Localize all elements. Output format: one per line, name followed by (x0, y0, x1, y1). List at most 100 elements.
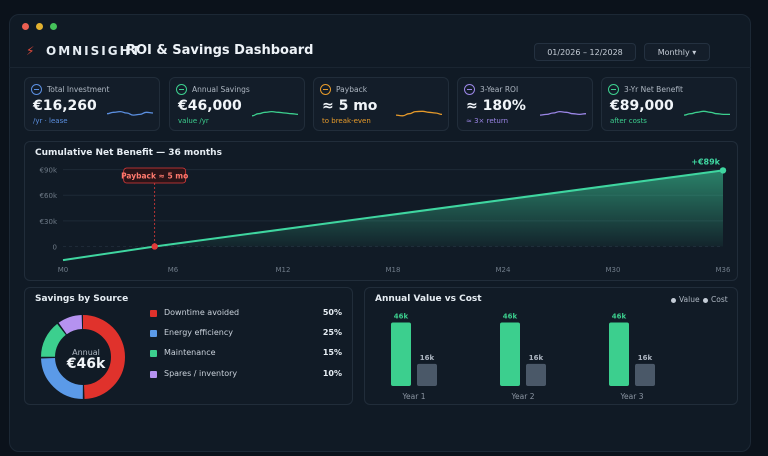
kpi-value: €89,000 (610, 98, 674, 114)
x-tick-label: M30 (606, 266, 621, 274)
panel-title: Cumulative Net Benefit — 36 months (35, 148, 222, 158)
payback-point (151, 243, 158, 250)
x-tick-label: M12 (276, 266, 291, 274)
legend-label: Spares / inventory (164, 369, 238, 378)
sparkline-path (540, 110, 586, 116)
kpi-card-annual-savings[interactable]: Annual Savings €46,000 value /yr (169, 77, 305, 131)
window-maximize-button[interactable] (50, 23, 57, 30)
payback-callout-label: Payback ≈ 5 mo (121, 172, 188, 181)
kpi-card-3yr-net-benefit[interactable]: 3-Yr Net Benefit €89,000 after costs (601, 77, 737, 131)
legend-cost-dot (703, 298, 708, 303)
y-tick-label: 0 (53, 243, 57, 251)
bar (609, 322, 629, 386)
legend-percent: 50% (322, 308, 342, 317)
legend-item: Spares / inventory 10% (150, 369, 346, 381)
end-value-label: +€89k (691, 157, 720, 166)
savings-donut-chart (41, 315, 125, 399)
legend-cost-label: Cost (711, 295, 728, 304)
y-tick-label: €30k (40, 218, 58, 226)
legend-swatch (150, 350, 157, 357)
legend-label: Energy efficiency (164, 328, 233, 337)
window-close-button[interactable] (22, 23, 29, 30)
sparkline-path (684, 110, 730, 116)
x-category-label: Year 2 (510, 392, 534, 401)
date-range-picker[interactable]: 01/2026 – 12/2028 (534, 43, 636, 61)
kpi-card-total-investment[interactable]: Total Investment €16,260 /yr · lease (24, 77, 160, 131)
kpi-sparkline (252, 110, 298, 117)
brand: ⚡ OMNISIGHT (26, 44, 142, 58)
y-tick-label: €60k (40, 192, 58, 200)
annual-bar-chart: 46k 16k Year 1 46k 16k Year 2 46k 16k Year 3 (391, 313, 655, 401)
kpi-card-payback[interactable]: Payback ≈ 5 mo to break-even (313, 77, 449, 131)
kpi-subtext: ≈ 3× return (466, 117, 509, 125)
legend-label: Maintenance (164, 348, 216, 357)
donut-center-value: €46k (66, 356, 106, 372)
sparkline-path (107, 110, 153, 116)
kpi-sparkline (107, 110, 153, 116)
kpi-sparkline (396, 110, 442, 117)
sparkline-path (252, 110, 298, 117)
kpi-icon (320, 84, 331, 95)
kpi-sparkline (684, 110, 730, 116)
bar (635, 363, 655, 386)
x-tick-label: M6 (168, 266, 179, 274)
bar-value-label: 46k (612, 313, 627, 321)
kpi-icon (176, 84, 187, 95)
bar (526, 363, 546, 386)
bar-value-label: 46k (503, 313, 518, 321)
legend-percent: 25% (322, 328, 342, 337)
bar (391, 322, 411, 386)
kpi-icon (31, 84, 42, 95)
window-minimize-button[interactable] (36, 23, 43, 30)
panel-title: Annual Value vs Cost (375, 294, 482, 304)
x-tick-label: M24 (496, 266, 511, 274)
bar-value-label: 16k (638, 354, 653, 362)
legend-item: Maintenance 15% (150, 348, 346, 360)
bar-value-label: 16k (420, 354, 435, 362)
legend-value-dot (671, 298, 676, 303)
kpi-icon (608, 84, 619, 95)
bar-value-label: 46k (394, 313, 409, 321)
donut-slice (41, 315, 125, 399)
kpi-card-3yr-roi[interactable]: 3-Year ROI ≈ 180% ≈ 3× return (457, 77, 593, 131)
kpi-icon (464, 84, 475, 95)
kpi-label: Payback (336, 85, 368, 94)
donut-center-label: Annual (72, 348, 100, 357)
bar (500, 322, 520, 386)
kpi-label: Annual Savings (192, 85, 250, 94)
x-tick-label: M18 (386, 266, 401, 274)
kpi-value: ≈ 180% (466, 98, 526, 114)
period-dropdown[interactable]: Monthly ▾ (644, 43, 710, 61)
kpi-label: 3-Year ROI (480, 85, 519, 94)
kpi-subtext: value /yr (178, 117, 209, 125)
x-category-label: Year 3 (619, 392, 643, 401)
kpi-sparkline (540, 110, 586, 116)
kpi-value: ≈ 5 mo (322, 98, 378, 114)
legend-percent: 15% (322, 348, 342, 357)
bar (417, 363, 437, 386)
bar-value-label: 16k (529, 354, 544, 362)
y-tick-label: €90k (40, 167, 58, 175)
kpi-subtext: to break-even (322, 117, 371, 125)
cumulative-line-chart: €90k €60k €30k 0 M0 M6 M12 M18 M24 M30 M36 Payback … (40, 157, 731, 274)
area-fill (154, 170, 723, 247)
page-title: ROI & Savings Dashboard (126, 43, 314, 58)
legend-item: Downtime avoided 50% (150, 308, 346, 320)
x-category-label: Year 1 (401, 392, 425, 401)
kpi-label: 3-Yr Net Benefit (624, 85, 683, 94)
end-point (719, 167, 727, 174)
legend-value-label: Value (679, 295, 700, 304)
legend-item: Energy efficiency 25% (150, 328, 346, 340)
sparkline-path (396, 110, 442, 117)
x-tick-label: M36 (716, 266, 731, 274)
legend-swatch (150, 330, 157, 337)
kpi-subtext: after costs (610, 117, 647, 125)
payback-callout-box (123, 167, 187, 184)
kpi-subtext: /yr · lease (33, 117, 68, 125)
kpi-value: €46,000 (178, 98, 242, 114)
legend-swatch (150, 310, 157, 317)
logo-text: OMNISIGHT (46, 44, 142, 58)
kpi-value: €16,260 (33, 98, 97, 114)
kpi-label: Total Investment (47, 85, 110, 94)
legend-percent: 10% (322, 369, 342, 378)
